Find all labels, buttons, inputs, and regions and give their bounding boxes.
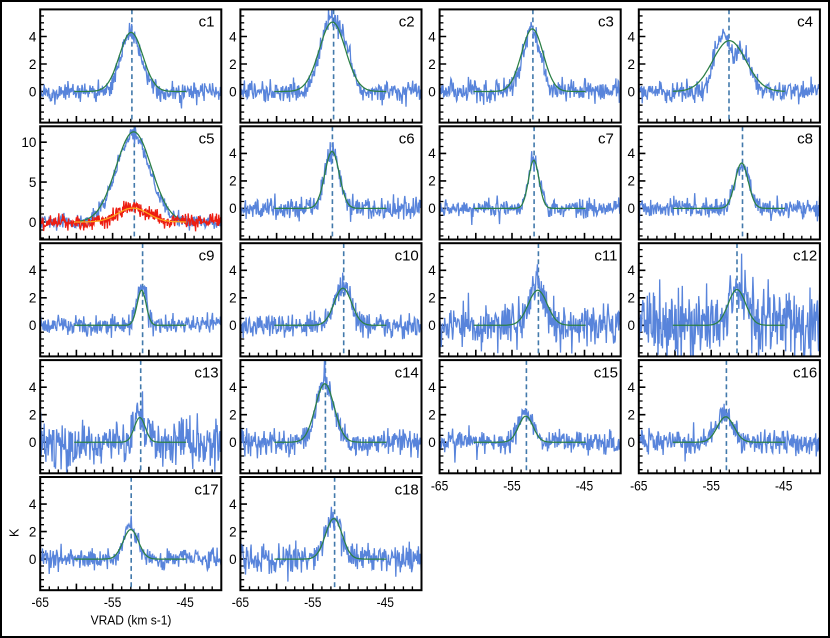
svg-text:VRAD (km s-1): VRAD (km s-1) (91, 613, 172, 628)
svg-text:4: 4 (627, 29, 635, 44)
svg-text:c10: c10 (395, 248, 419, 265)
svg-text:0: 0 (229, 318, 237, 333)
svg-text:4: 4 (29, 263, 37, 278)
svg-text:0: 0 (229, 201, 237, 216)
svg-text:c15: c15 (594, 364, 618, 381)
svg-text:c5: c5 (199, 131, 215, 148)
svg-text:0: 0 (29, 84, 37, 99)
svg-text:2: 2 (428, 57, 436, 72)
svg-text:2: 2 (229, 174, 237, 189)
svg-text:2: 2 (627, 57, 635, 72)
svg-text:-45: -45 (576, 478, 593, 493)
svg-text:-55: -55 (304, 595, 321, 610)
svg-text:4: 4 (229, 497, 237, 512)
svg-text:c8: c8 (797, 131, 813, 148)
svg-text:-45: -45 (176, 595, 193, 610)
svg-text:0: 0 (428, 318, 436, 333)
svg-text:-65: -65 (232, 595, 249, 610)
svg-text:2: 2 (229, 291, 237, 306)
svg-text:c7: c7 (598, 131, 614, 148)
svg-text:0: 0 (428, 435, 436, 450)
svg-text:0: 0 (29, 215, 37, 230)
svg-text:0: 0 (627, 435, 635, 450)
svg-text:4: 4 (627, 146, 635, 161)
svg-text:-55: -55 (703, 478, 720, 493)
svg-text:c17: c17 (194, 481, 218, 498)
svg-text:c2: c2 (399, 14, 415, 31)
svg-text:0: 0 (229, 84, 237, 99)
svg-text:2: 2 (229, 408, 237, 423)
svg-text:-65: -65 (431, 478, 448, 493)
svg-text:c11: c11 (594, 248, 617, 265)
svg-text:2: 2 (229, 57, 237, 72)
svg-text:0: 0 (229, 435, 237, 450)
svg-text:4: 4 (428, 29, 436, 44)
svg-text:2: 2 (627, 408, 635, 423)
svg-text:-55: -55 (503, 478, 520, 493)
svg-text:2: 2 (428, 174, 436, 189)
svg-text:4: 4 (229, 263, 237, 278)
svg-text:4: 4 (627, 380, 635, 395)
svg-text:4: 4 (428, 263, 436, 278)
svg-text:c14: c14 (395, 364, 419, 381)
svg-text:-65: -65 (32, 595, 49, 610)
svg-text:2: 2 (428, 408, 436, 423)
svg-text:4: 4 (29, 497, 37, 512)
svg-text:4: 4 (29, 29, 37, 44)
svg-text:2: 2 (428, 291, 436, 306)
svg-text:4: 4 (229, 380, 237, 395)
svg-text:-45: -45 (775, 478, 792, 493)
svg-text:c13: c13 (194, 364, 218, 381)
svg-text:c6: c6 (399, 131, 415, 148)
svg-text:4: 4 (229, 29, 237, 44)
svg-text:0: 0 (29, 552, 37, 567)
svg-text:0: 0 (627, 318, 635, 333)
svg-text:4: 4 (428, 146, 436, 161)
svg-text:10: 10 (21, 135, 36, 150)
svg-text:0: 0 (29, 435, 37, 450)
svg-text:0: 0 (29, 318, 37, 333)
svg-text:2: 2 (627, 291, 635, 306)
svg-text:c12: c12 (793, 248, 817, 265)
svg-text:-45: -45 (377, 595, 394, 610)
svg-text:4: 4 (627, 263, 635, 278)
svg-text:-65: -65 (630, 478, 647, 493)
svg-text:0: 0 (428, 84, 436, 99)
svg-text:0: 0 (428, 201, 436, 216)
svg-text:2: 2 (29, 524, 37, 539)
svg-text:5: 5 (29, 175, 37, 190)
svg-text:c1: c1 (199, 14, 215, 31)
svg-text:0: 0 (627, 201, 635, 216)
svg-text:c4: c4 (797, 14, 813, 31)
svg-text:4: 4 (428, 380, 436, 395)
svg-text:c18: c18 (395, 481, 419, 498)
svg-text:2: 2 (29, 408, 37, 423)
svg-text:2: 2 (29, 57, 37, 72)
svg-text:c16: c16 (793, 364, 817, 381)
svg-text:4: 4 (229, 146, 237, 161)
svg-text:c3: c3 (598, 14, 614, 31)
svg-text:c9: c9 (199, 248, 215, 265)
svg-text:K: K (8, 528, 22, 537)
svg-text:2: 2 (29, 291, 37, 306)
svg-text:4: 4 (29, 380, 37, 395)
svg-text:2: 2 (627, 174, 635, 189)
svg-text:0: 0 (627, 84, 635, 99)
svg-text:0: 0 (229, 552, 237, 567)
svg-text:-55: -55 (104, 595, 121, 610)
svg-text:2: 2 (229, 524, 237, 539)
